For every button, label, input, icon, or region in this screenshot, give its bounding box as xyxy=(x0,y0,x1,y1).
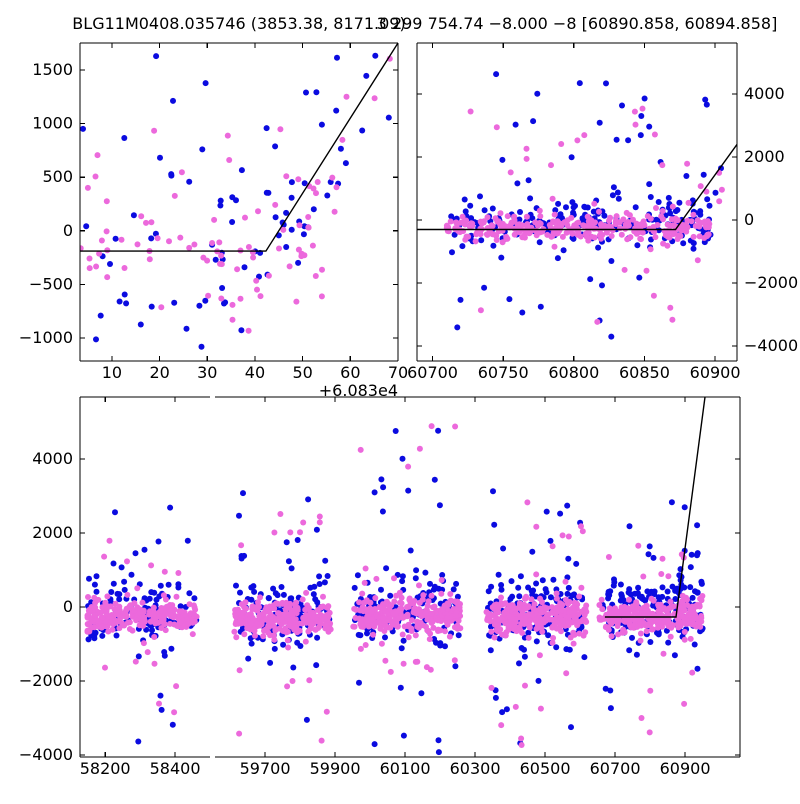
chart-top-left: BLG11M0408.035746 (3853.38, 8171.09) 10 20… xyxy=(19,14,408,400)
y-tick-label: −2000 xyxy=(19,671,73,690)
x-tick-label: 60800 xyxy=(548,363,599,382)
y-tick-label: 500 xyxy=(42,167,73,186)
x-tick-labels: 10 20 30 40 50 60 70 xyxy=(102,363,408,382)
axes-spines xyxy=(79,42,399,362)
y-tick-label: 0 xyxy=(63,221,73,240)
x-tick-label: 10 xyxy=(102,363,122,382)
x-tick-label: 60300 xyxy=(450,759,501,778)
x-tick-labels: 60700 60750 60800 60850 60900 xyxy=(407,363,740,382)
x-tick-label: 60900 xyxy=(660,759,711,778)
y-tick-label: −4000 xyxy=(744,336,798,355)
x-tick-label: 58400 xyxy=(150,759,201,778)
x-tick-label: 30 xyxy=(197,363,217,382)
x-tick-labels: 58200 58400 59700 59900 60100 60300 60500 60700… xyxy=(80,759,711,778)
y-tick-label: 1000 xyxy=(32,114,73,133)
y-tick-label: 4000 xyxy=(744,84,785,103)
x-tick-label: 50 xyxy=(292,363,312,382)
x-tick-label: 60900 xyxy=(690,363,741,382)
y-tick-label: 2000 xyxy=(744,147,785,166)
model-line xyxy=(80,43,398,252)
chart-title: 3 299 754.74 −8.000 −8 [60890.858, 60894… xyxy=(377,14,778,33)
y-tick-label: 0 xyxy=(744,210,754,229)
y-tick-label: 4000 xyxy=(32,449,73,468)
x-tick-label: 60500 xyxy=(520,759,571,778)
y-tick-label: −4000 xyxy=(19,745,73,764)
y-tick-label: −2000 xyxy=(744,273,798,292)
x-tick-label: 60100 xyxy=(380,759,431,778)
y-tick-label: 2000 xyxy=(32,523,73,542)
y-tick-labels: −1000 −500 0 500 1000 1500 xyxy=(19,60,73,347)
axes-spines xyxy=(79,396,741,758)
scatter-series-blue xyxy=(85,427,706,756)
scatter-series-blue xyxy=(448,71,724,340)
x-tick-label: 40 xyxy=(245,363,265,382)
x-tick-label: 20 xyxy=(149,363,169,382)
y-tick-label: 1500 xyxy=(32,60,73,79)
y-tick-label: −1000 xyxy=(19,328,73,347)
x-tick-label: 60700 xyxy=(590,759,641,778)
scatter-series-violet xyxy=(443,105,725,325)
chart-bottom: 58200 58400 59700 59900 60100 60300 60500 60700… xyxy=(19,396,741,778)
model-line xyxy=(604,397,706,618)
x-tick-label: 60700 xyxy=(407,363,458,382)
axes-spines xyxy=(416,42,738,362)
x-tick-label: 70 xyxy=(388,363,408,382)
y-tick-label: −500 xyxy=(29,274,73,293)
x-tick-label: 60850 xyxy=(619,363,670,382)
x-axis-offset-label: +6.083e4 xyxy=(319,381,398,400)
y-tick-labels: −4000 −2000 0 2000 4000 xyxy=(19,449,73,764)
model-line xyxy=(417,143,737,231)
chart-top-right: 3 299 754.74 −8.000 −8 [60890.858, 60894… xyxy=(377,14,798,382)
x-tick-label: 58200 xyxy=(80,759,131,778)
chart-title: BLG11M0408.035746 (3853.38, 8171.09) xyxy=(72,14,405,33)
x-tick-label: 59700 xyxy=(240,759,291,778)
y-tick-labels: −4000 −2000 0 2000 4000 xyxy=(744,84,798,355)
x-tick-label: 60750 xyxy=(478,363,529,382)
scatter-series-violet xyxy=(80,55,393,334)
x-tick-label: 60 xyxy=(340,363,360,382)
x-tick-label: 59900 xyxy=(310,759,361,778)
y-tick-label: 0 xyxy=(63,597,73,616)
